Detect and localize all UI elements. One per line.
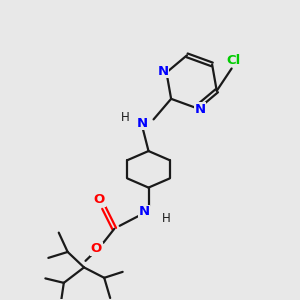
Text: H: H [161, 212, 170, 225]
Text: Cl: Cl [226, 54, 240, 67]
Text: N: N [157, 64, 169, 77]
Text: O: O [94, 194, 105, 206]
Text: N: N [194, 103, 206, 116]
Text: H: H [121, 111, 130, 124]
Text: N: N [139, 205, 150, 218]
Text: N: N [137, 117, 148, 130]
Text: O: O [91, 242, 102, 255]
